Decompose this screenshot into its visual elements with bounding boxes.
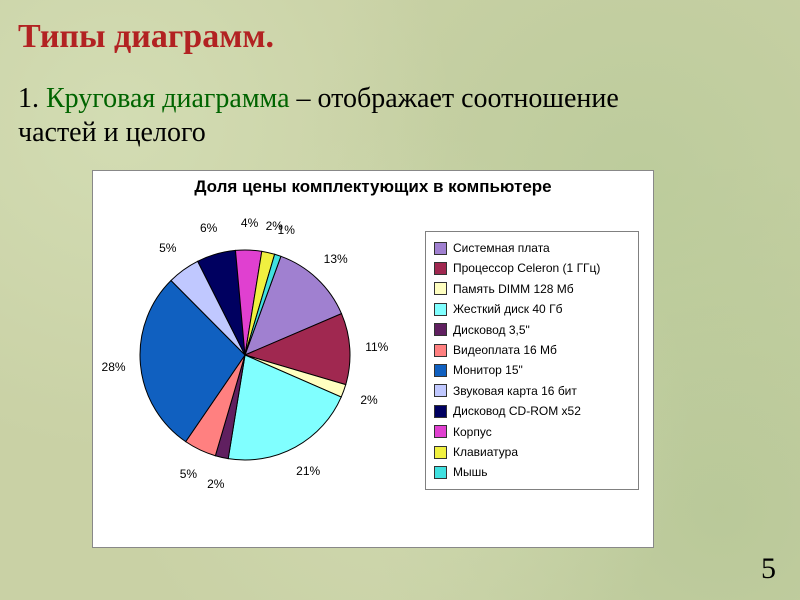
legend-label: Дисковод 3,5" [453,320,530,340]
legend-swatch [434,303,447,316]
legend: Системная платаПроцессор Celeron (1 ГГц)… [425,231,639,490]
slice-label: 2% [360,393,377,407]
legend-swatch [434,323,447,336]
legend-item: Клавиатура [434,442,630,462]
legend-swatch [434,405,447,418]
slice-label: 1% [278,223,295,237]
slice-label: 21% [296,464,320,478]
legend-label: Системная плата [453,238,550,258]
pie-chart: 13%11%2%21%2%5%28%5%6%4%2%1% [115,225,375,485]
slice-label: 5% [180,467,197,481]
legend-item: Дисковод CD-ROM x52 [434,401,630,421]
legend-item: Монитор 15" [434,360,630,380]
legend-item: Корпус [434,422,630,442]
legend-item: Видеоплата 16 Мб [434,340,630,360]
chart-panel: Доля цены комплектующих в компьютере 13%… [92,170,654,548]
legend-swatch [434,384,447,397]
legend-swatch [434,262,447,275]
legend-label: Монитор 15" [453,360,523,380]
slice-label: 5% [159,241,176,255]
legend-swatch [434,425,447,438]
slide-title: Типы диаграмм. [18,18,274,56]
slice-label: 28% [102,360,126,374]
legend-item: Процессор Celeron (1 ГГц) [434,258,630,278]
legend-label: Корпус [453,422,492,442]
slice-label: 13% [324,252,348,266]
legend-label: Видеоплата 16 Мб [453,340,557,360]
slice-label: 11% [365,340,388,354]
legend-swatch [434,242,447,255]
legend-item: Жесткий диск 40 Гб [434,299,630,319]
legend-swatch [434,446,447,459]
legend-label: Жесткий диск 40 Гб [453,299,562,319]
slice-label: 2% [207,477,224,491]
bullet-number: 1. [18,83,39,114]
legend-label: Дисковод CD-ROM x52 [453,401,581,421]
legend-item: Системная плата [434,238,630,258]
legend-label: Процессор Celeron (1 ГГц) [453,258,600,278]
legend-label: Клавиатура [453,442,518,462]
chart-title: Доля цены комплектующих в компьютере [93,177,653,197]
legend-item: Звуковая карта 16 бит [434,381,630,401]
page-number: 5 [761,552,776,586]
slice-label: 4% [241,216,258,230]
legend-swatch [434,466,447,479]
legend-label: Мышь [453,462,488,482]
legend-swatch [434,364,447,377]
bullet-item: 1. Круговая диаграмма – отображает соотн… [18,82,658,149]
legend-label: Звуковая карта 16 бит [453,381,577,401]
slice-label: 6% [200,221,217,235]
legend-swatch [434,282,447,295]
legend-label: Память DIMM 128 Мб [453,279,574,299]
bullet-highlight: Круговая диаграмма [46,83,290,114]
legend-item: Память DIMM 128 Мб [434,279,630,299]
legend-item: Мышь [434,462,630,482]
legend-item: Дисковод 3,5" [434,320,630,340]
legend-swatch [434,344,447,357]
